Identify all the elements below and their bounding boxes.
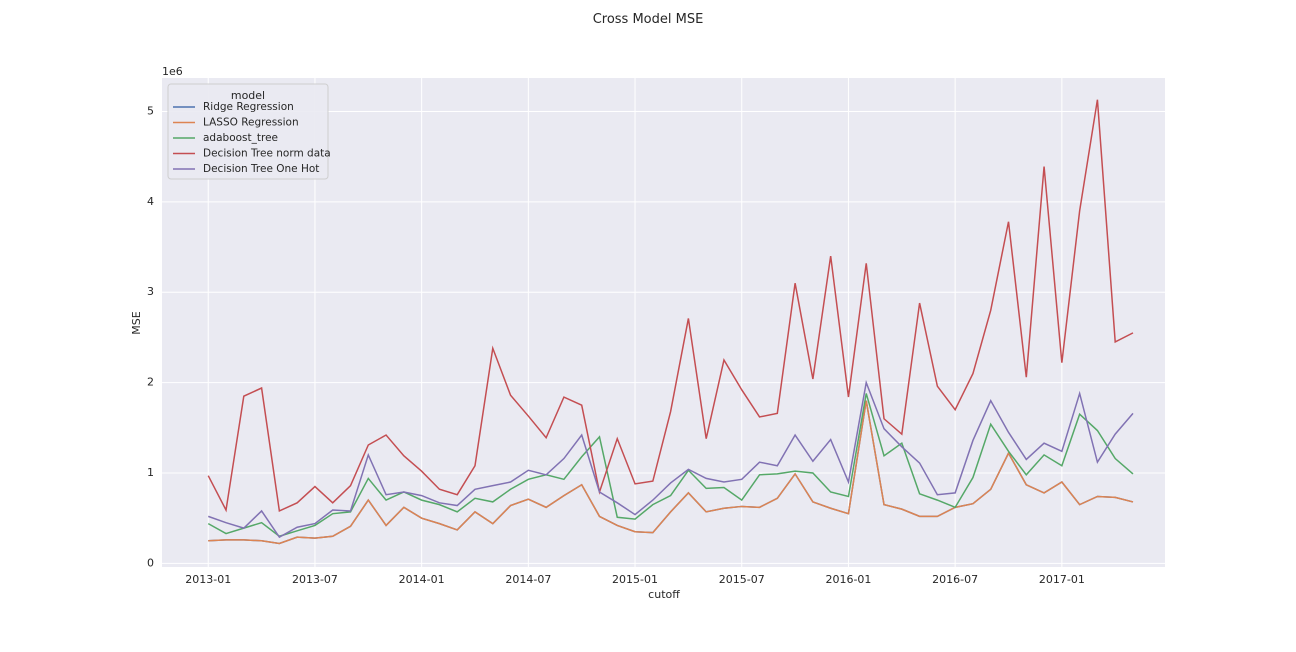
x-tick-label: 2016-07 bbox=[932, 573, 978, 586]
x-tick-label: 2014-07 bbox=[505, 573, 551, 586]
plot-area bbox=[162, 78, 1165, 567]
legend-label: adaboost_tree bbox=[203, 132, 278, 144]
x-tick-label: 2017-01 bbox=[1039, 573, 1085, 586]
legend-label: LASSO Regression bbox=[203, 117, 299, 129]
chart-title: Cross Model MSE bbox=[593, 12, 704, 27]
legend-label: Decision Tree One Hot bbox=[203, 163, 319, 175]
y-tick-label: 4 bbox=[147, 195, 154, 208]
legend-label: Decision Tree norm data bbox=[203, 148, 331, 160]
series-line bbox=[207, 379, 1134, 539]
x-axis-label: cutoff bbox=[648, 588, 680, 601]
x-tick-label: 2014-01 bbox=[399, 573, 445, 586]
x-tick-label: 2013-01 bbox=[185, 573, 231, 586]
x-tick-label: 2015-07 bbox=[719, 573, 765, 586]
lines bbox=[207, 99, 1134, 545]
legend: Ridge Regression LASSO Regression adaboost… bbox=[173, 101, 331, 175]
y-tick-label: 2 bbox=[147, 376, 154, 389]
series-line bbox=[207, 393, 1134, 538]
y-tick-label: 0 bbox=[147, 556, 154, 569]
x-tick-label: 2013-07 bbox=[292, 573, 338, 586]
offset-label: 1e6 bbox=[162, 65, 183, 78]
series-line bbox=[207, 99, 1134, 513]
y-tick-label: 1 bbox=[147, 466, 154, 479]
y-tick-label: 5 bbox=[147, 104, 154, 117]
y-tick-label: 3 bbox=[147, 285, 154, 298]
legend-label: Ridge Regression bbox=[203, 101, 294, 113]
series-line bbox=[208, 400, 1134, 545]
x-tick-label: 2016-01 bbox=[825, 573, 871, 586]
x-tick-label: 2015-01 bbox=[612, 573, 658, 586]
y-axis-label: MSE bbox=[130, 311, 143, 334]
legend-box bbox=[167, 83, 329, 180]
legend-title: model bbox=[231, 89, 265, 102]
